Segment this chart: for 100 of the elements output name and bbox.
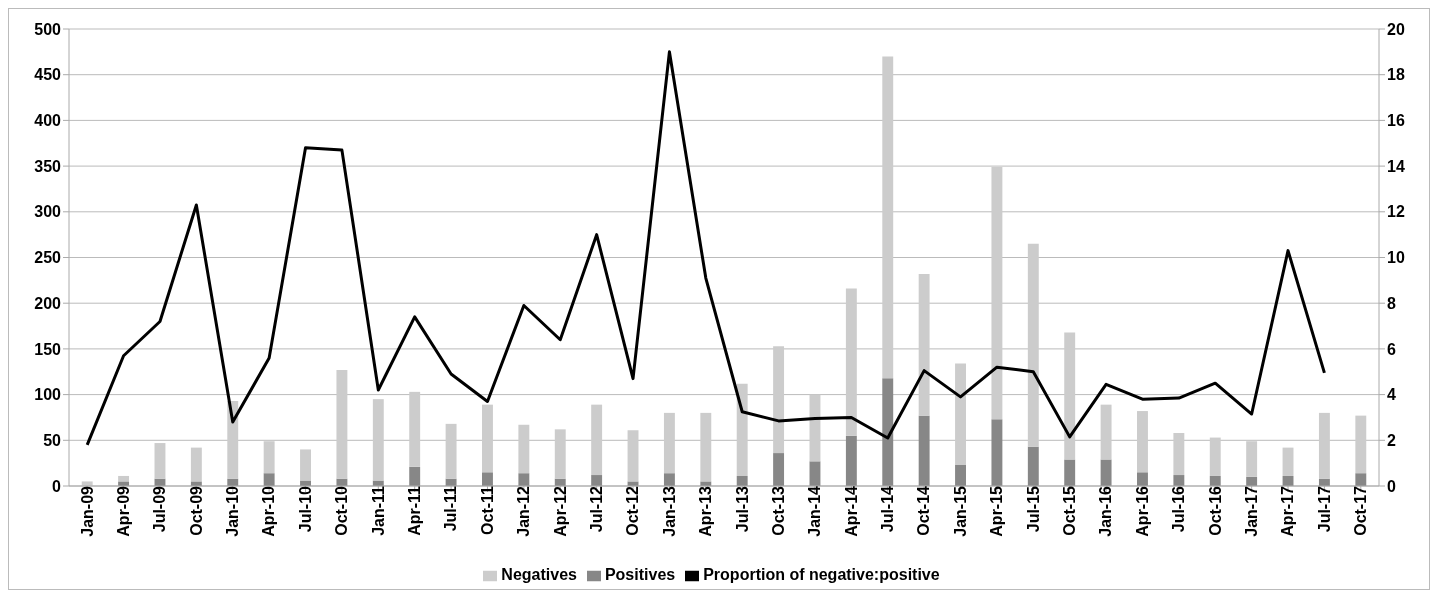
bar [1100,459,1112,486]
x-tick-label: Jul-10 [296,485,314,533]
x-tick-label: Jan-11 [369,485,387,536]
bar [263,473,275,486]
bar [918,273,930,416]
x-tick-label: Oct-12 [624,485,642,536]
x-tick-label: Oct-09 [187,485,205,536]
bar [882,56,894,379]
bar [482,404,493,473]
bar [263,441,275,474]
x-tick-label: Jan-09 [78,485,96,537]
x-tick-label: Oct-14 [915,485,933,536]
y-tick-label: 0 [52,477,62,495]
bar [700,412,712,482]
legend-label: Positives [604,566,676,583]
y-tick-label: 100 [34,386,62,404]
bar [591,475,603,486]
x-tick-label: Apr-09 [114,485,132,537]
x-tick-label: Oct-17 [1352,485,1370,536]
bar [1173,432,1185,476]
x-tick-label: Jan-17 [1243,485,1260,537]
bar [445,423,457,479]
bar [663,412,675,474]
bar [482,472,493,486]
legend-label: Proportion of negative:positive [703,566,940,583]
bar [1355,415,1367,474]
bar [736,383,748,476]
bar [1137,472,1148,486]
bar [918,415,930,486]
bar [991,167,1003,420]
bar [1064,332,1076,460]
x-tick-label: Oct-13 [769,485,787,536]
bar [991,419,1003,486]
bar [1209,475,1221,486]
x-tick-label: Jan-14 [806,485,824,537]
bar [773,346,785,454]
y2-tick-label: 18 [1387,66,1405,84]
x-tick-label: Jan-13 [660,485,678,537]
bar [1064,459,1076,486]
y-tick-label: 250 [34,249,62,267]
y2-tick-label: 8 [1387,294,1396,312]
x-tick-label: Jul-17 [1315,485,1333,533]
y-tick-label: 350 [34,157,62,175]
y2-tick-label: 14 [1387,157,1405,175]
x-tick-label: Apr-11 [406,485,424,536]
bar [591,404,603,476]
bar [190,447,202,482]
line-series [85,50,1326,447]
x-tick-label: Jul-13 [733,485,751,533]
y2-tick-label: 2 [1387,431,1396,449]
x-tick-label: Jul-12 [588,485,605,533]
y2-tick-label: 20 [1387,20,1405,38]
bar [627,430,639,482]
y-tick-label: 200 [34,294,62,312]
bar [845,288,857,436]
x-tick-label: Oct-15 [1061,485,1079,536]
x-tick-label: Jul-09 [151,485,169,533]
bar [1355,473,1367,486]
y2-tick-label: 12 [1387,203,1405,221]
x-tick-label: Apr-14 [842,485,860,537]
x-tick-label: Jan-12 [515,485,533,537]
bar [773,453,785,486]
bar [736,475,748,486]
x-tick-label: Oct-11 [478,485,496,535]
x-tick-label: Jan-15 [951,485,969,537]
bar [1100,404,1112,460]
x-tick-label: Apr-15 [988,485,1006,537]
bar [154,443,166,479]
x-tick-label: Apr-16 [1133,485,1151,537]
y2-tick-label: 4 [1387,386,1396,404]
bar [1027,243,1039,447]
y-tick-label: 50 [43,431,62,449]
bar [663,473,675,486]
bar [118,475,130,482]
bar [1246,441,1258,477]
bar [1318,412,1330,479]
x-tick-label: Apr-10 [260,485,278,537]
bar [1173,475,1185,486]
x-tick-label: Jan-16 [1097,485,1115,537]
bar [1282,447,1294,476]
bar [1027,446,1039,486]
bar [409,391,421,467]
x-tick-label: Oct-16 [1206,485,1224,536]
x-tick-label: Jul-14 [879,485,897,533]
bar [955,363,966,465]
bar [955,464,966,486]
x-tick-label: Apr-12 [551,485,569,537]
y-tick-label: 300 [34,203,62,221]
x-tick-label: Jul-16 [1170,485,1188,533]
y2-tick-label: 0 [1387,477,1396,495]
bar [409,466,421,486]
bar [372,399,384,481]
bar [1209,437,1221,476]
x-tick-label: Jul-15 [1024,485,1042,533]
bar [554,429,566,479]
bar [845,435,857,486]
x-tick-label: Oct-10 [333,485,351,536]
legend-label: Negatives [501,566,577,583]
y-tick-label: 500 [34,20,62,38]
y-tick-label: 150 [34,340,62,358]
